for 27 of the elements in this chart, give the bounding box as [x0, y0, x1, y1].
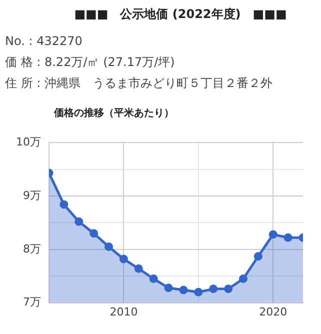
y-tick-label: 7万: [22, 296, 41, 309]
text: 価 格 : 8.22万/㎡ (27.17万/坪): [5, 54, 176, 71]
text: 住 所 : 沖縄県 うるま市みどり町５丁目２番２外: [5, 75, 272, 92]
y-tick-label: 8万: [22, 242, 41, 256]
y-tick-label: 10万: [16, 135, 41, 148]
chart-title: ■■■ 公示地価 (2022年度) ■■■: [73, 6, 288, 23]
chart-subtitle: 価格の推移（平米あたり）: [54, 106, 174, 120]
y-tick-label: 9万: [22, 188, 41, 202]
point: [119, 254, 128, 264]
point: [268, 230, 278, 239]
point: [254, 252, 262, 261]
text: No. : 432270: [5, 33, 84, 50]
point: [149, 274, 158, 284]
point: [74, 217, 84, 226]
point: [90, 229, 98, 238]
point: [179, 286, 188, 294]
point: [134, 264, 143, 273]
point: [194, 288, 203, 296]
point: [209, 284, 218, 294]
point: [60, 200, 68, 209]
x-tick-label: 2010: [110, 305, 138, 318]
point: [164, 284, 173, 292]
x-tick-label: 2020: [259, 305, 288, 318]
point: [238, 274, 248, 284]
point: [284, 233, 292, 242]
point: [224, 284, 233, 294]
point: [104, 242, 114, 251]
